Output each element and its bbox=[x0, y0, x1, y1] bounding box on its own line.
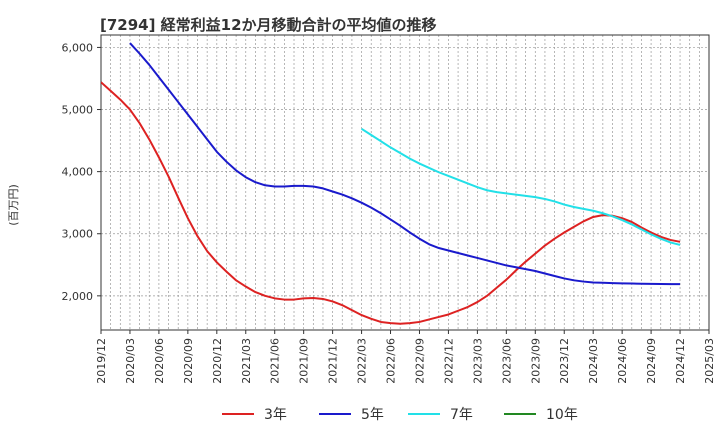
axis-layer: 2,000 3,000 4,000 5,000 6,000 2019/12 2020/03 2… bbox=[62, 34, 716, 384]
grid-layer bbox=[101, 35, 709, 330]
legend-label-4: 10年 bbox=[546, 407, 578, 423]
plot-frame bbox=[100, 34, 710, 331]
x-tick-label: 2023/09 bbox=[529, 338, 542, 384]
series-line-2 bbox=[129, 42, 681, 286]
x-tick-label: 2020/03 bbox=[124, 338, 137, 384]
x-tick-label: 2024/12 bbox=[674, 338, 687, 384]
series-line-3 bbox=[361, 127, 681, 246]
x-tick-label: 2024/06 bbox=[616, 338, 629, 384]
x-tick-label: 2023/12 bbox=[558, 338, 571, 384]
x-tick-label: 2025/03 bbox=[703, 338, 716, 384]
chart-title: [7294] 経常利益12か月移動合計の平均値の推移 bbox=[100, 16, 437, 34]
y-tick-label: 5,000 bbox=[62, 104, 94, 117]
series-layer bbox=[101, 42, 681, 325]
y-tick-label: 3,000 bbox=[62, 228, 94, 241]
x-tick-label: 2021/03 bbox=[240, 338, 253, 384]
legend-label-2: 5年 bbox=[361, 407, 384, 423]
x-tick-label: 2019/12 bbox=[95, 338, 108, 384]
legend-layer: 3年 5年 7年 10年 bbox=[222, 407, 578, 423]
x-tick-label: 2022/03 bbox=[356, 338, 369, 384]
x-tick-label: 2022/06 bbox=[385, 338, 398, 384]
series-line-1 bbox=[101, 81, 681, 325]
x-tick-label: 2020/12 bbox=[211, 338, 224, 384]
x-tick-label: 2024/09 bbox=[645, 338, 658, 384]
x-tick-label: 2020/06 bbox=[153, 338, 166, 384]
x-tick-label: 2020/09 bbox=[182, 338, 195, 384]
x-tick-label: 2022/12 bbox=[442, 338, 455, 384]
x-tick-label: 2021/12 bbox=[327, 338, 340, 384]
x-tick-label: 2021/06 bbox=[269, 338, 282, 384]
x-tick-label: 2021/09 bbox=[298, 338, 311, 384]
x-tick-label: 2022/09 bbox=[413, 338, 426, 384]
y-tick-label: 2,000 bbox=[62, 290, 94, 303]
x-tick-label: 2024/03 bbox=[587, 338, 600, 384]
legend-label-3: 7年 bbox=[450, 407, 473, 423]
y-tick-label: 4,000 bbox=[62, 166, 94, 179]
legend-label-1: 3年 bbox=[264, 407, 287, 423]
x-tick-label: 2023/06 bbox=[500, 338, 513, 384]
x-tick-label: 2023/03 bbox=[471, 338, 484, 384]
y-tick-label: 6,000 bbox=[62, 41, 94, 54]
